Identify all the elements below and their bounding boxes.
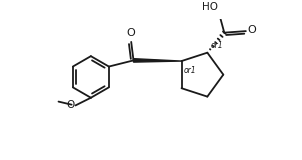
Text: O: O bbox=[127, 28, 136, 38]
Text: or1: or1 bbox=[210, 41, 223, 50]
Text: O: O bbox=[66, 100, 75, 110]
Text: HO: HO bbox=[202, 2, 218, 12]
Polygon shape bbox=[133, 59, 182, 62]
Text: or1: or1 bbox=[184, 66, 197, 76]
Text: O: O bbox=[247, 25, 256, 35]
